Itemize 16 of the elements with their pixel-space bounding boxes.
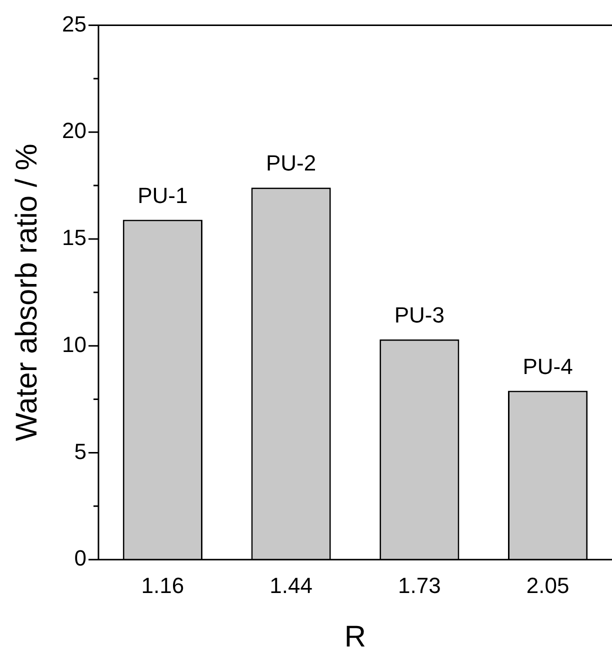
- x-axis-title: R: [344, 620, 366, 654]
- y-tick-label: 5: [74, 438, 86, 464]
- annotation: PU-3: [394, 302, 444, 328]
- annotation: PU-4: [522, 354, 573, 379]
- annotation: PU-2: [266, 150, 316, 176]
- y-tick-label: 15: [62, 225, 86, 250]
- y-axis-title: Water absorb ratio / %: [10, 144, 44, 442]
- x-tick-label: 1.73: [398, 572, 441, 598]
- y-tick-label: 25: [62, 11, 86, 36]
- y-tick-label: 10: [62, 332, 86, 357]
- annotation: PU-1: [138, 182, 188, 208]
- x-tick-label: 1.44: [270, 572, 312, 598]
- x-tick-label: 1.16: [141, 572, 184, 598]
- x-tick-label: 2.05: [526, 572, 570, 598]
- y-tick-label: 20: [62, 118, 86, 144]
- y-tick-label: 0: [74, 546, 86, 571]
